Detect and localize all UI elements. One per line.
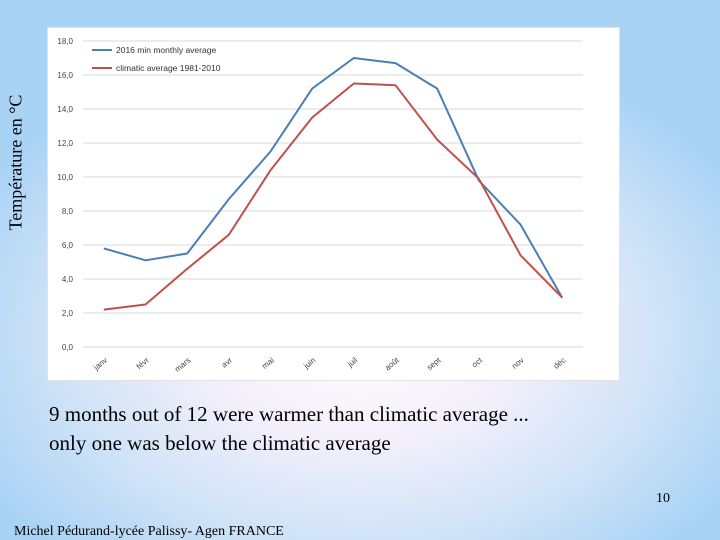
x-tick-label: avr xyxy=(220,355,235,369)
caption-line-1: 9 months out of 12 were warmer than clim… xyxy=(49,402,529,426)
x-tick-label: nov xyxy=(510,356,526,371)
series-lines xyxy=(103,57,564,311)
y-tick-label: 4,0 xyxy=(62,275,74,284)
x-tick-label: déc xyxy=(552,356,568,371)
x-tick-label: mai xyxy=(260,355,276,370)
x-tick-label: août xyxy=(383,355,401,372)
y-axis-title-text: Température en °C xyxy=(5,94,26,231)
series-line-2016 xyxy=(103,57,564,299)
y-tick-label: 2,0 xyxy=(62,309,74,318)
line-chart: 0,0 2,0 4,0 6,0 8,0 10,0 12,0 14,0 16,0 18,0 janv… xyxy=(47,27,620,381)
y-axis-title: Température en °C xyxy=(2,25,30,300)
caption-line-2: only one was below the climatic average xyxy=(49,431,391,455)
x-tick-label: juin xyxy=(301,356,317,372)
y-tick-label: 8,0 xyxy=(62,207,74,216)
x-tick-label: oct xyxy=(470,355,485,369)
footer-credit: Michel Pédurand-lycée Palissy- Agen FRAN… xyxy=(14,524,284,539)
page-number: 10 xyxy=(656,491,670,506)
y-tick-label: 18,0 xyxy=(57,37,73,46)
x-tick-labels: janv févr mars avr mai juin juil août sept oct nov… xyxy=(91,355,567,374)
legend-label: climatic average 1981-2010 xyxy=(116,63,221,73)
y-tick-label: 14,0 xyxy=(57,105,73,114)
series-line-climatic xyxy=(103,82,563,311)
legend-label: 2016 min monthly average xyxy=(116,45,216,55)
x-tick-label: sept xyxy=(425,355,443,372)
y-tick-labels: 0,0 2,0 4,0 6,0 8,0 10,0 12,0 14,0 16,0 18,0 xyxy=(57,37,73,352)
y-tick-label: 16,0 xyxy=(57,71,73,80)
caption: 9 months out of 12 were warmer than clim… xyxy=(49,400,669,458)
y-tick-label: 10,0 xyxy=(57,173,73,182)
x-tick-label: janv xyxy=(91,356,109,373)
x-tick-label: févr xyxy=(135,355,151,371)
legend: 2016 min monthly average climatic average… xyxy=(92,45,221,73)
x-tick-label: mars xyxy=(173,356,192,374)
gridlines xyxy=(83,40,583,348)
y-tick-label: 6,0 xyxy=(62,241,74,250)
chart-svg: 0,0 2,0 4,0 6,0 8,0 10,0 12,0 14,0 16,0 18,0 janv… xyxy=(57,37,583,374)
x-tick-label: juil xyxy=(345,355,359,369)
y-tick-label: 12,0 xyxy=(57,139,73,148)
y-tick-label: 0,0 xyxy=(62,343,74,352)
